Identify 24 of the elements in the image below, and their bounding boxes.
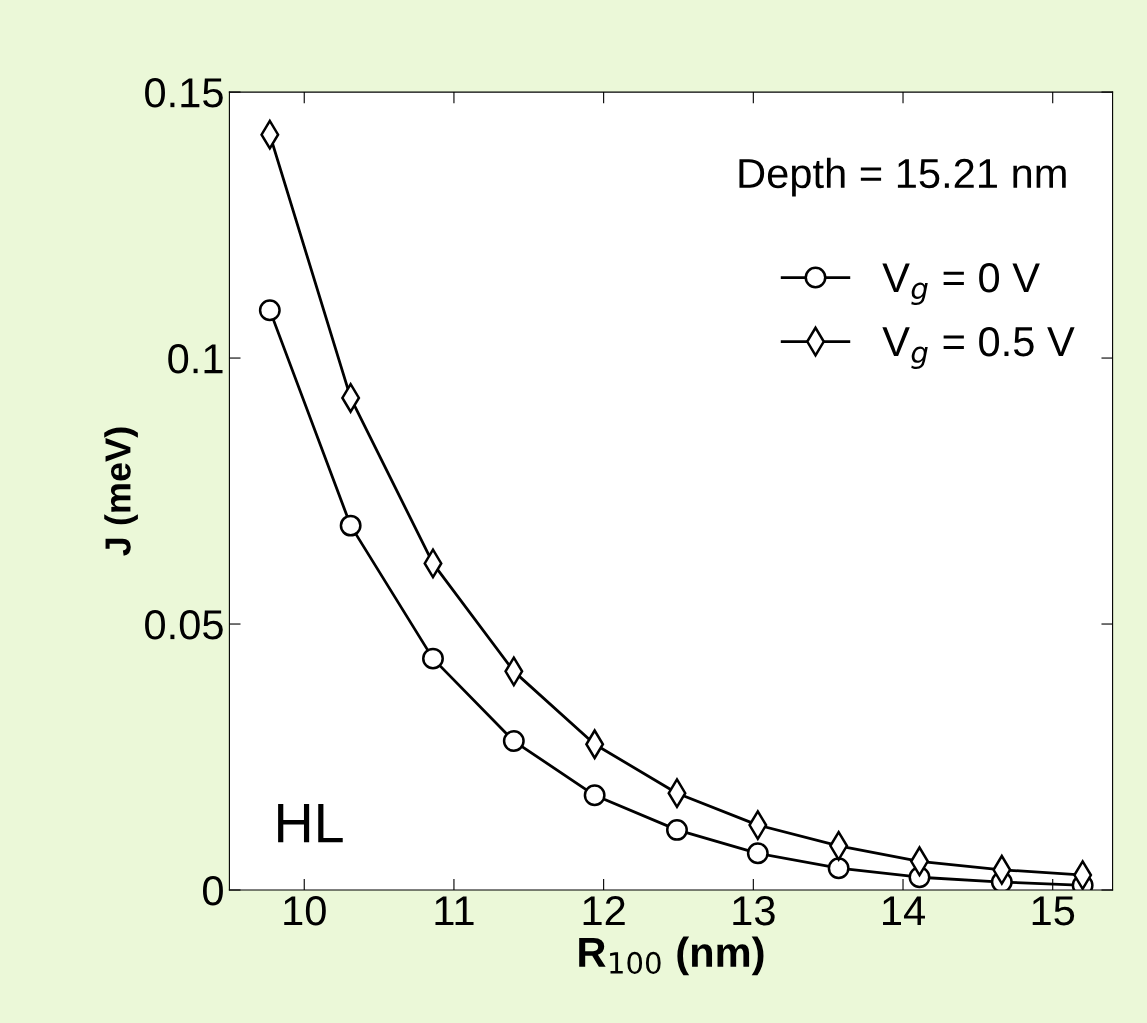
point [666, 818, 688, 841]
legend-label: V$_{g}$ = 0.5 V [882, 326, 1075, 369]
point [583, 784, 606, 807]
x-tick-label: 12 [583, 895, 625, 926]
x-tick-label: 10 [284, 895, 326, 926]
point [827, 857, 850, 880]
x-tick-label: 14 [883, 896, 925, 926]
y-axis-title: J (meV) [104, 427, 138, 556]
y-tick-label: 0 [203, 876, 223, 906]
y-tick-label: 0.1 [168, 344, 223, 374]
annotation: Depth = 15.21 nm [739, 157, 1066, 197]
point [258, 299, 281, 322]
point [502, 730, 525, 753]
x-tick-label: 13 [733, 895, 775, 926]
point [339, 514, 362, 537]
x-axis-title: R$_{100}$ (nm) [579, 936, 764, 976]
y-tick-label: 0.15 [145, 78, 223, 108]
x-tick-label: 15 [1032, 896, 1075, 926]
annotation: HL [278, 803, 343, 843]
legend-label: V$_{g}$ = 0 V [882, 262, 1040, 305]
point [746, 842, 769, 865]
x-tick-label: 11 [435, 896, 474, 926]
y-tick-label: 0.05 [145, 610, 223, 640]
point [422, 647, 444, 670]
